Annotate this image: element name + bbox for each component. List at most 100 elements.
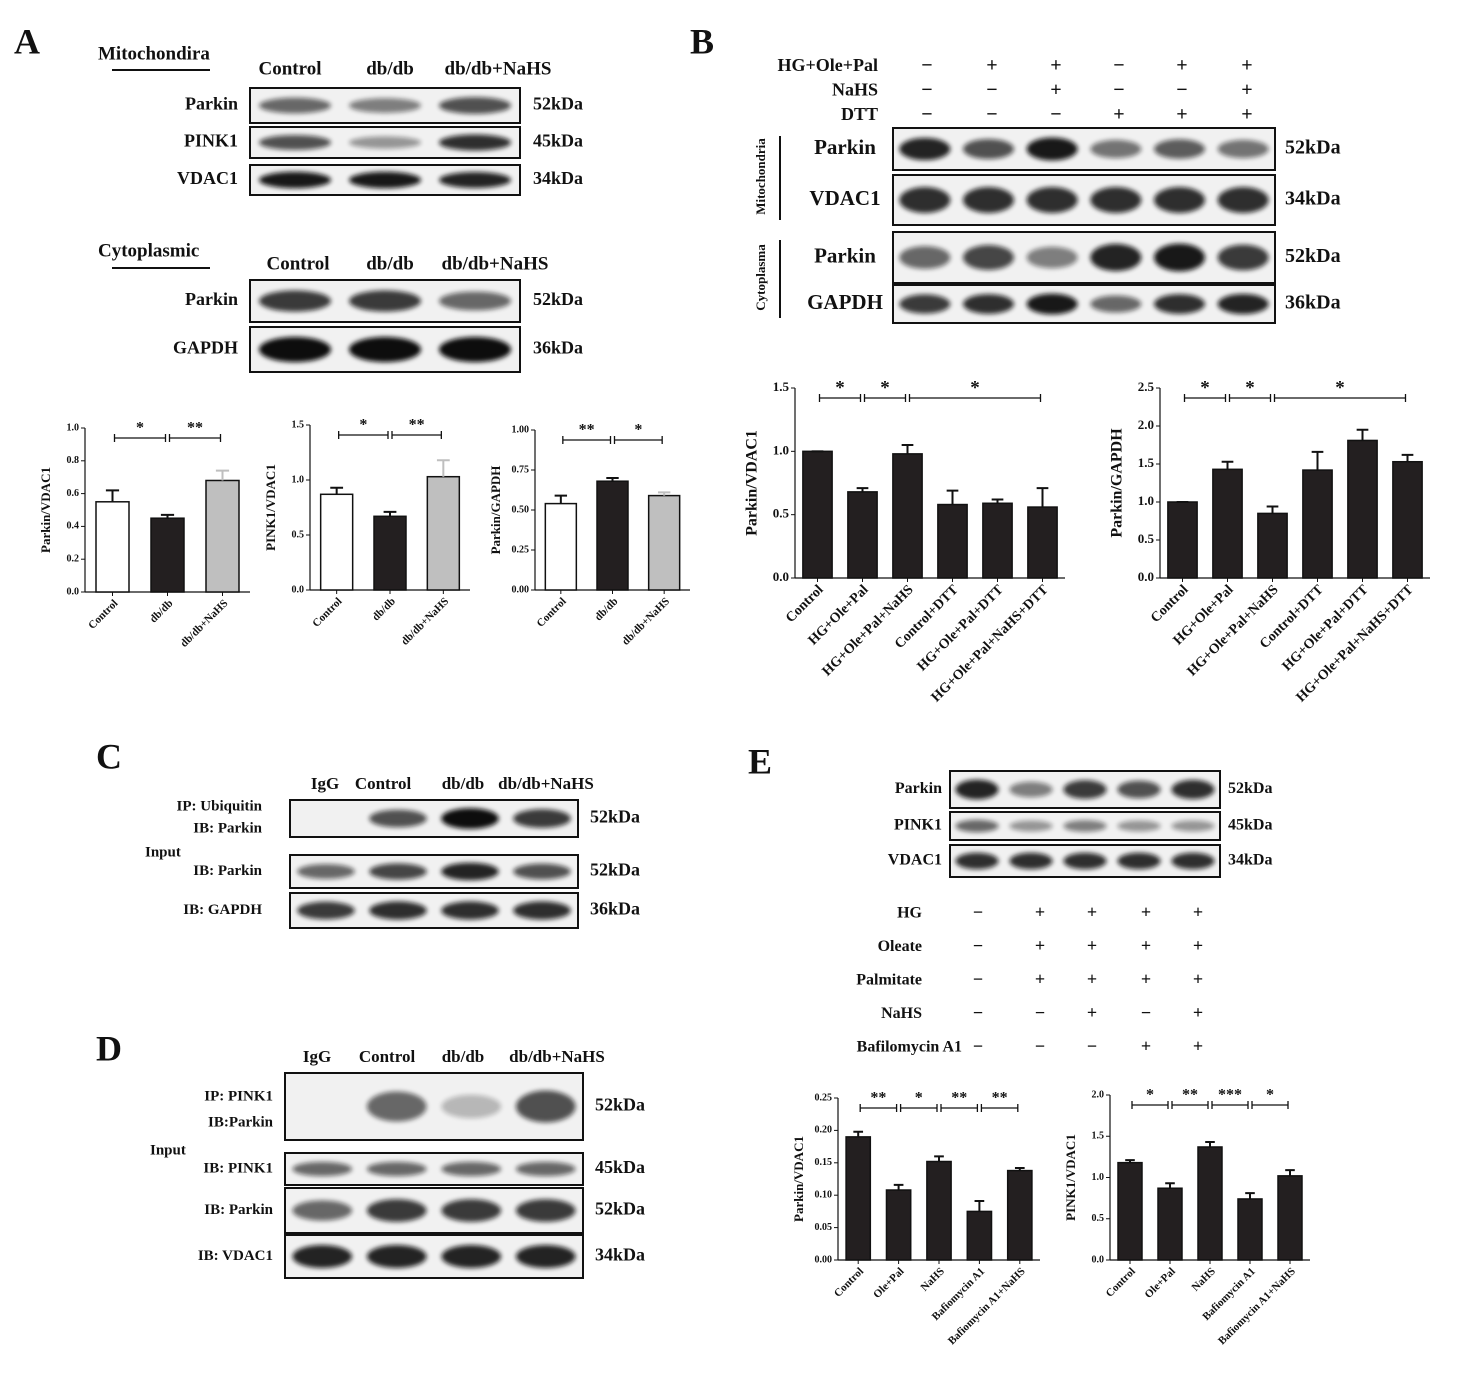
sign: +: [1087, 969, 1097, 989]
size-label: 52kDa: [590, 807, 640, 827]
significance-label: *: [915, 1090, 923, 1107]
error-bar: [436, 459, 450, 477]
size-label: 52kDa: [595, 1199, 645, 1219]
error-bar: [856, 487, 869, 492]
y-tick-label: 0.6: [67, 488, 80, 499]
band: [441, 901, 499, 920]
band: [259, 171, 331, 189]
error-bar: [554, 494, 568, 504]
band: [366, 1161, 427, 1177]
sign: +: [1087, 1003, 1097, 1023]
sign: −: [921, 55, 932, 77]
y-tick-label: 0.0: [292, 584, 305, 595]
y-tick-label: 0.50: [512, 504, 530, 515]
bar: [847, 491, 878, 579]
band: [1171, 779, 1215, 800]
size-label: 34kDa: [595, 1245, 645, 1265]
blot: [892, 231, 1276, 284]
band: [1154, 139, 1205, 159]
significance-bracket: [1171, 1101, 1209, 1109]
row-label: IB: Parkin: [193, 820, 262, 836]
band: [513, 863, 571, 880]
error-bar: [330, 486, 344, 495]
row-label: VDAC1: [177, 168, 238, 188]
significance-label: **: [992, 1090, 1008, 1107]
sign: +: [1141, 1036, 1151, 1056]
bar: [1392, 460, 1423, 579]
size-label: 36kDa: [590, 899, 640, 919]
lane-label: Control: [267, 253, 330, 274]
y-tick-label: 1.0: [773, 442, 789, 457]
band: [1063, 852, 1107, 870]
row-label: IB: Parkin: [204, 1202, 273, 1218]
condition-label: HG+Ole+Pal: [777, 55, 878, 75]
error-bar: [901, 444, 914, 454]
error-bar: [657, 491, 671, 496]
y-tick-label: 0.5: [1092, 1213, 1105, 1224]
lane-label: db/db+NaHS: [445, 58, 552, 79]
band: [513, 901, 571, 920]
bar: [1027, 506, 1058, 579]
band: [1009, 781, 1053, 798]
bar: [544, 502, 578, 591]
significance-bracket: [908, 394, 1042, 402]
band: [515, 1090, 576, 1123]
y-axis-label: Parkin/VDAC1: [744, 430, 761, 536]
y-tick-label: 1.00: [512, 424, 530, 435]
y-tick-label: 0.0: [773, 569, 789, 584]
error-bar: [1014, 1166, 1025, 1171]
size-label: 52kDa: [595, 1095, 645, 1115]
bar: [1117, 1161, 1143, 1261]
error-bar: [853, 1130, 864, 1137]
sign: +: [1193, 1036, 1203, 1056]
significance-bracket: [1228, 394, 1272, 402]
condition-label: DTT: [841, 104, 878, 124]
size-label: 52kDa: [1228, 780, 1272, 797]
y-axis-label: Parkin/VDAC1: [38, 467, 53, 553]
band: [439, 97, 511, 114]
significance-label: *: [1146, 1087, 1154, 1104]
lane-label: db/db+NaHS: [509, 1047, 605, 1066]
band: [349, 336, 421, 363]
condition-label: NaHS: [832, 80, 878, 100]
section-title: Mitochondira: [98, 43, 210, 64]
band: [259, 290, 331, 312]
y-tick-label: 0.20: [815, 1125, 833, 1136]
sign: −: [921, 104, 932, 126]
significance-label: *: [1245, 377, 1255, 398]
band: [1171, 852, 1215, 870]
sign: −: [1113, 79, 1124, 101]
condition-label: Bafilomycin A1: [857, 1039, 962, 1056]
row-label: IP: PINK1: [204, 1088, 273, 1104]
bar: [1157, 1187, 1183, 1261]
significance-label: ***: [1218, 1087, 1242, 1104]
band: [439, 291, 511, 311]
significance-bracket: [818, 394, 862, 402]
sign: −: [1050, 104, 1061, 126]
lane-label: db/db: [366, 253, 414, 274]
blot: [892, 174, 1276, 226]
bar: [1212, 468, 1243, 579]
y-tick-label: 2.0: [1092, 1089, 1105, 1100]
y-tick-label: 1.0: [1138, 493, 1154, 508]
y-tick-label: 0.5: [292, 529, 305, 540]
bar: [373, 515, 407, 591]
panel-label: A: [14, 21, 40, 61]
error-bar: [160, 513, 175, 519]
error-bar: [893, 1183, 904, 1191]
lane-label: db/db: [442, 774, 485, 793]
condition-label: HG: [897, 905, 922, 922]
error-bar: [974, 1200, 985, 1212]
band: [259, 97, 331, 114]
band: [963, 294, 1014, 314]
band: [297, 864, 355, 879]
band: [366, 1245, 427, 1268]
band: [1171, 820, 1215, 832]
bar: [1257, 512, 1288, 579]
bar: [802, 450, 833, 579]
y-tick-label: 0.0: [1138, 569, 1154, 584]
row-label: Parkin: [185, 94, 238, 114]
y-tick-label: 1.5: [1138, 455, 1155, 470]
significance-label: *: [970, 377, 980, 398]
band: [441, 1161, 502, 1177]
